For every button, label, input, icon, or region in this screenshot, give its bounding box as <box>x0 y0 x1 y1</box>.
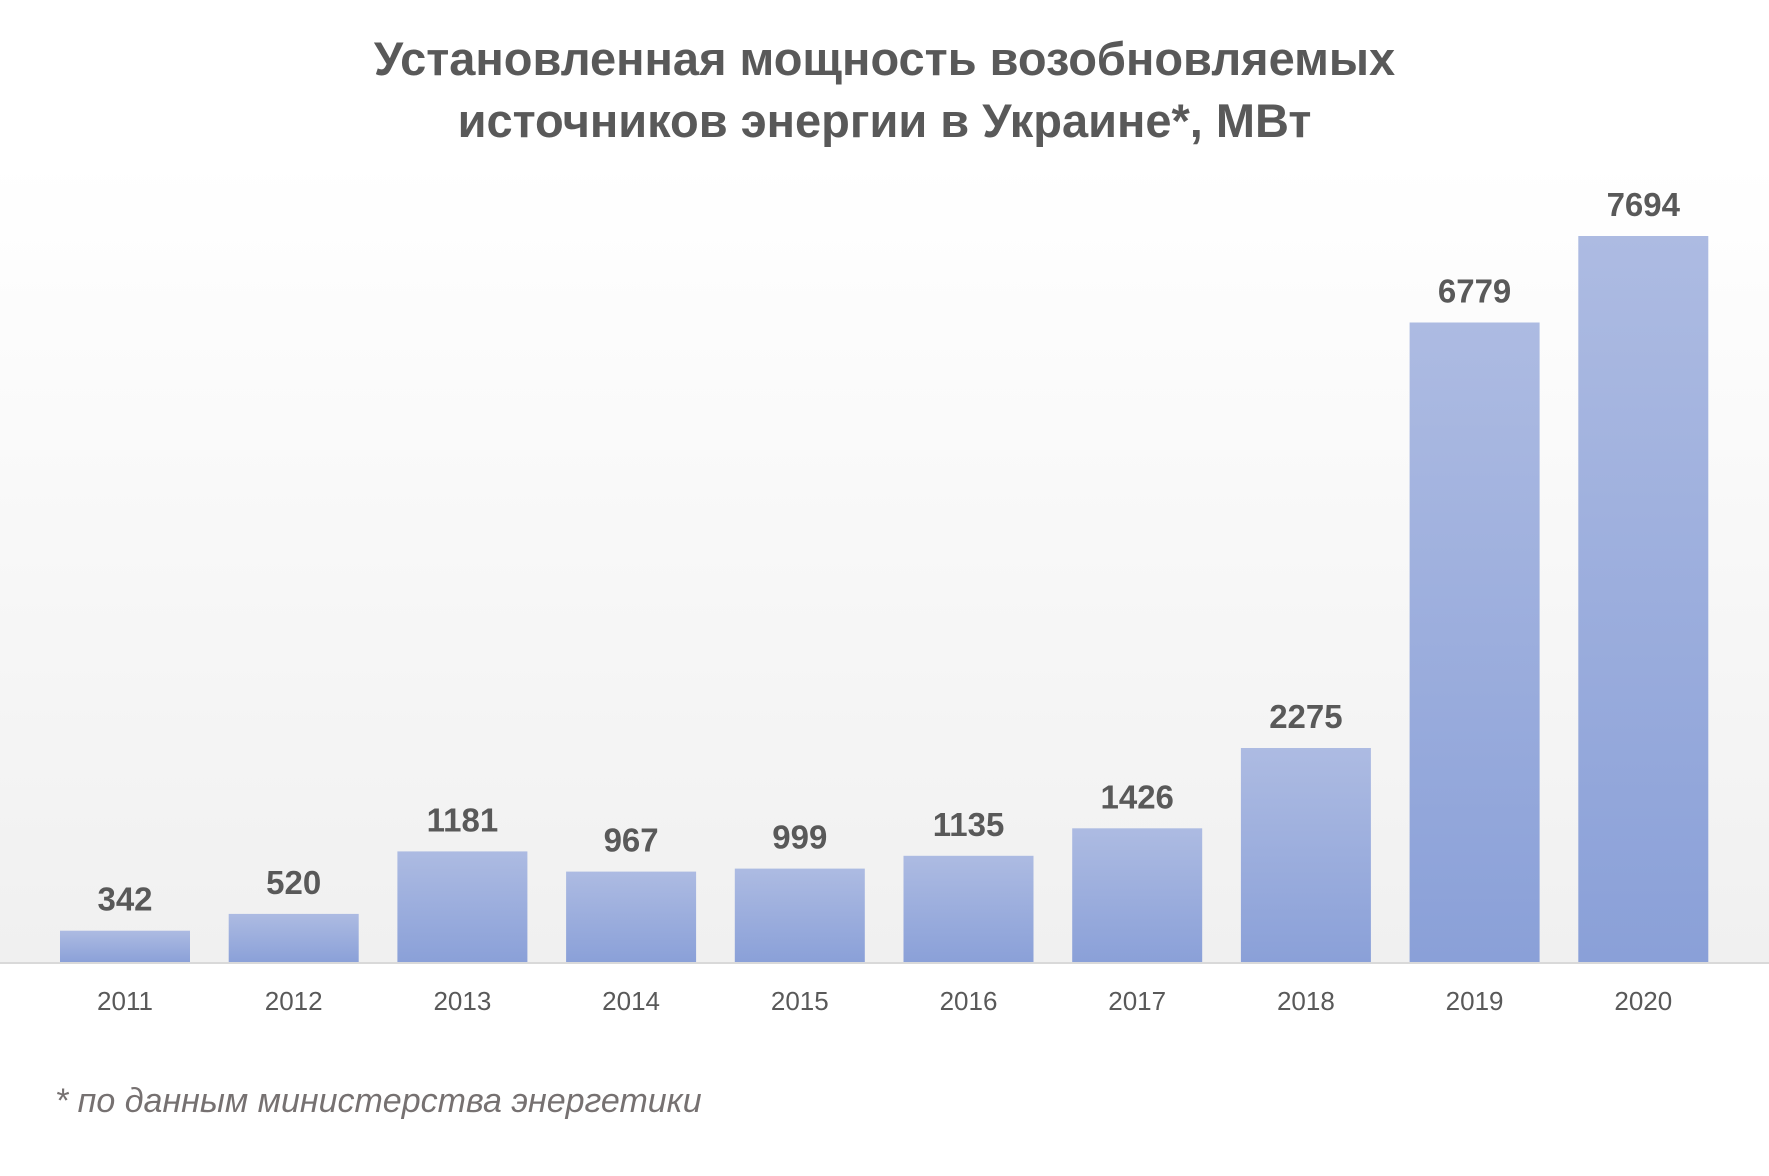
bar-2019 <box>1409 322 1540 963</box>
bar-2018 <box>1240 748 1371 963</box>
x-tick-labels-group: 2011 2012 2013 2014 2015 2016 2017 2018 2019 2020 <box>97 986 1672 1016</box>
value-labels-group: 342 520 1181 967 999 1135 1426 2275 6779 7694 <box>97 186 1680 918</box>
x-tick-label-2015: 2015 <box>771 986 829 1016</box>
value-label-2018: 2275 <box>1269 698 1342 735</box>
value-label-2012: 520 <box>266 864 321 901</box>
bar-2016 <box>903 855 1034 963</box>
x-tick-label-2019: 2019 <box>1446 986 1504 1016</box>
value-label-2016: 1135 <box>933 806 1005 843</box>
chart-title-line-1: Установленная мощность возобновляемых <box>373 32 1396 85</box>
x-tick-label-2016: 2016 <box>940 986 998 1016</box>
bar-2014 <box>566 871 697 963</box>
chart-title: Установленная мощность возобновляемых ис… <box>0 28 1769 152</box>
value-label-2020: 7694 <box>1607 186 1681 223</box>
x-tick-label-2012: 2012 <box>265 986 323 1016</box>
x-tick-label-2014: 2014 <box>602 986 660 1016</box>
x-tick-label-2011: 2011 <box>97 986 153 1016</box>
bar-2013 <box>397 851 528 963</box>
bar-2017 <box>1072 828 1203 963</box>
value-label-2017: 1426 <box>1100 778 1173 815</box>
footnote: * по данным министерства энергетики <box>55 1082 702 1120</box>
bars-group <box>60 236 1709 963</box>
bar-2020 <box>1578 236 1709 963</box>
value-label-2011: 342 <box>97 881 152 918</box>
bar-2015 <box>734 868 865 963</box>
bar-2012 <box>228 913 359 963</box>
chart-title-line-2: источников энергии в Украине*, МВт <box>457 94 1312 147</box>
value-label-2015: 999 <box>772 819 827 856</box>
value-label-2019: 6779 <box>1438 273 1511 310</box>
value-label-2014: 967 <box>604 822 659 859</box>
x-tick-label-2020: 2020 <box>1614 986 1672 1016</box>
x-tick-label-2013: 2013 <box>433 986 491 1016</box>
x-tick-label-2018: 2018 <box>1277 986 1335 1016</box>
value-label-2013: 1181 <box>427 801 499 838</box>
bar-2011 <box>60 930 190 963</box>
x-tick-label-2017: 2017 <box>1108 986 1166 1016</box>
